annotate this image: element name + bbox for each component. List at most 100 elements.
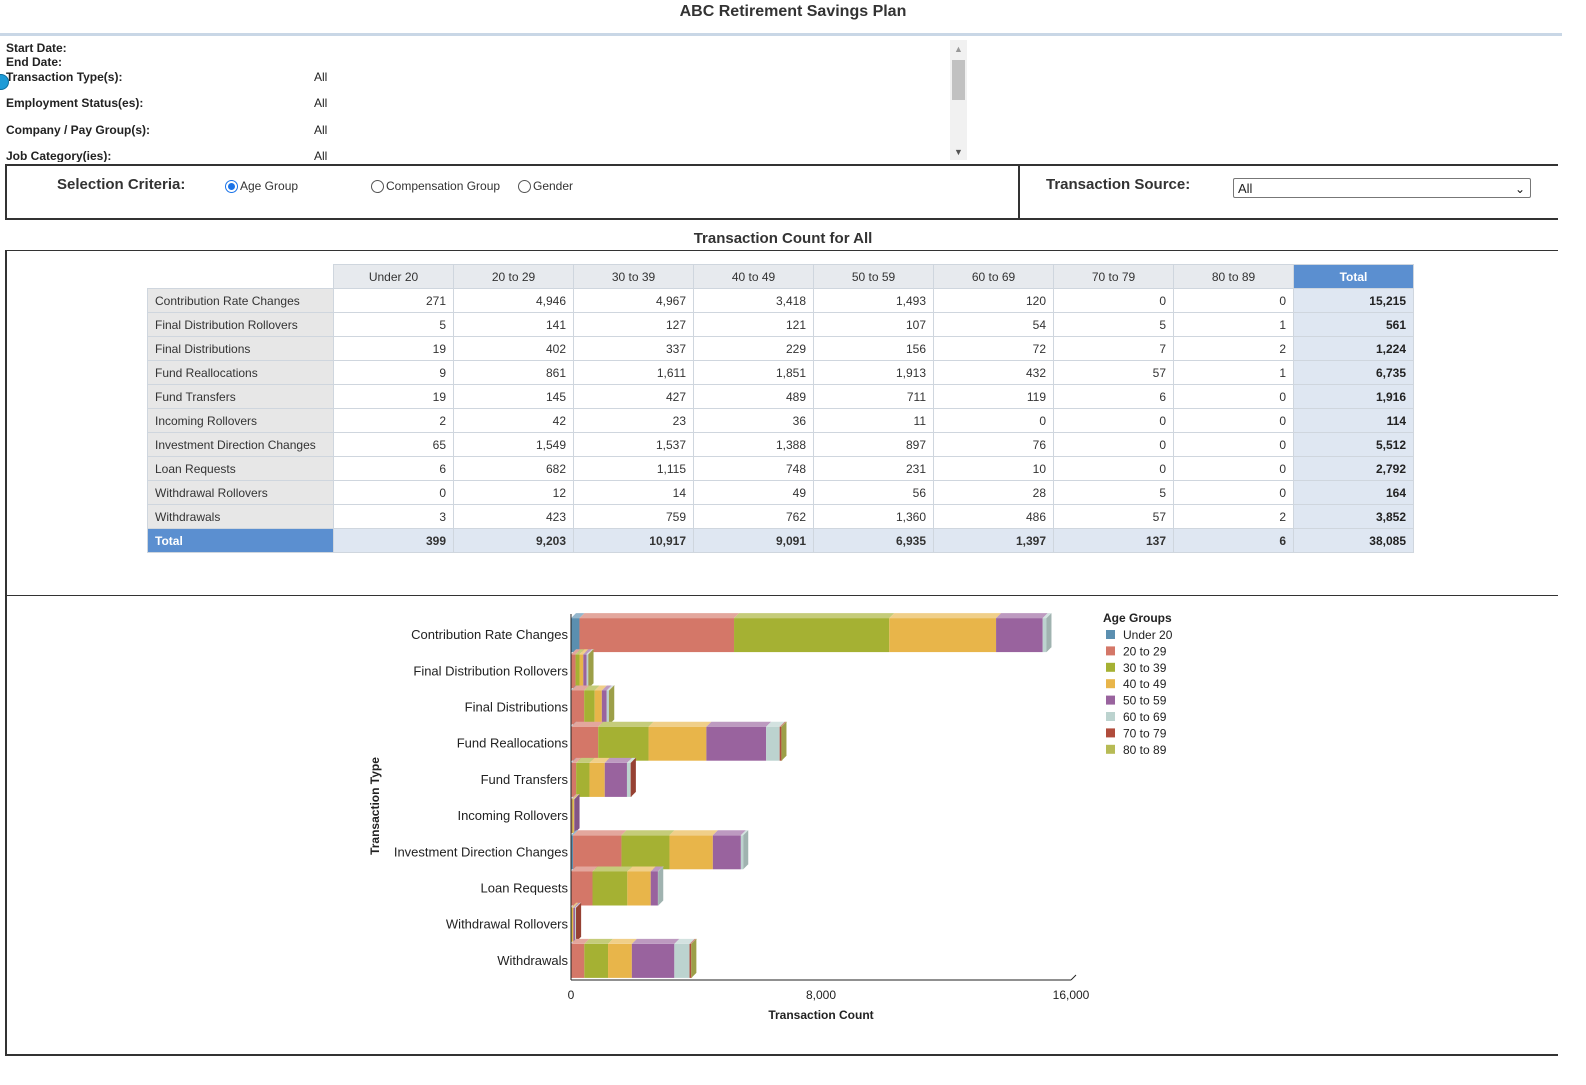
bar-segment-top [575, 902, 581, 908]
bar-segment-side [1046, 613, 1052, 653]
frame-divider [5, 595, 1558, 596]
bar-segment [689, 943, 692, 978]
total-row-cell: 137 [1053, 528, 1174, 553]
bar-segment [575, 654, 580, 689]
table-cell: 120 [933, 288, 1054, 313]
row-label: Withdrawal Rollovers [147, 480, 334, 505]
bar-segment [571, 907, 574, 942]
total-row-cell: 9,091 [693, 528, 814, 553]
bar-segment [996, 618, 1043, 653]
table-cell: 23 [573, 408, 694, 433]
bar-segment-top [996, 613, 1048, 619]
table-header-row: Under 20 20 to 29 30 to 39 40 to 49 50 t… [147, 264, 1414, 289]
radio-unchecked-icon[interactable] [371, 179, 384, 193]
table-row: Final Distribution Rollovers 5 141 127 121 10… [147, 312, 1414, 337]
total-row-cell: 399 [333, 528, 454, 553]
bar-segment-top [626, 757, 636, 763]
bar-segment [583, 654, 587, 689]
bar-segment [766, 726, 780, 761]
table-cell: 682 [453, 456, 574, 481]
parameters-scrollbar[interactable]: ▲ ▼ [950, 40, 967, 160]
transaction-source-panel: Transaction Source: All ⌄ [1018, 164, 1558, 220]
table-cell: 2 [1173, 336, 1294, 361]
total-row-cell: 1,397 [933, 528, 1054, 553]
table-cell: 3 [333, 504, 454, 529]
bar-segment [608, 943, 632, 978]
radio-compensation-group[interactable]: Compensation Group [371, 179, 500, 193]
bar-segment-top [648, 721, 712, 727]
param-company-paygroup-value: All [314, 123, 328, 137]
category-label: Withdrawal Rollovers [446, 917, 569, 932]
table-cell: 489 [693, 384, 814, 409]
bar-segment [674, 943, 690, 978]
bar-segment [573, 799, 575, 834]
selection-criteria-panel: Selection Criteria: Age Group Compensati… [5, 164, 1018, 220]
bar-segment [584, 690, 595, 725]
parameters-panel[interactable]: Start Date: End Date: Transaction Type(s… [0, 38, 972, 162]
row-total-cell: 1,224 [1293, 336, 1414, 361]
table-cell: 0 [933, 408, 1054, 433]
category-label: Incoming Rollovers [457, 808, 568, 823]
bar-segment [734, 618, 890, 653]
grand-total-cell: 38,085 [1293, 528, 1414, 553]
scroll-thumb[interactable] [952, 60, 965, 100]
bar-segment-top [712, 830, 746, 836]
table-cell: 1,537 [573, 432, 694, 457]
table-cell: 0 [1173, 480, 1294, 505]
param-end-date-label: End Date: [6, 55, 63, 69]
transaction-chart: Contribution Rate Changes Final Distribut… [368, 611, 1173, 1022]
chevron-down-icon[interactable]: ⌄ [1514, 182, 1525, 196]
bar-segment [573, 835, 622, 870]
bar-segment-side [658, 866, 664, 906]
table-cell: 72 [933, 336, 1054, 361]
table-cell: 57 [1053, 504, 1174, 529]
table-row: Incoming Rollovers 2 42 23 36 11 0 0 0 114 [147, 408, 1414, 433]
legend-swatch [1106, 630, 1115, 639]
scroll-up-arrow-icon[interactable]: ▲ [954, 44, 963, 54]
bar-segment-top [583, 649, 592, 655]
x-axis-depth-line [1070, 974, 1077, 981]
bar-segment-top [601, 685, 612, 691]
table-row: Withdrawals 3 423 759 762 1,360 486 57 2 3,852 [147, 504, 1414, 529]
bar-segment [573, 907, 576, 942]
table-corner [147, 264, 334, 289]
bar-segment-top [674, 938, 695, 944]
bar-segment-top [571, 938, 590, 944]
bar-segment [584, 943, 609, 978]
table-cell: 49 [693, 480, 814, 505]
y-axis-title: Transaction Type [368, 757, 382, 855]
radio-unchecked-icon[interactable] [518, 179, 531, 193]
table-cell: 14 [573, 480, 694, 505]
table-cell: 271 [333, 288, 454, 313]
bar-segment-top [586, 649, 594, 655]
bar-segment-top [571, 685, 590, 691]
bar-segment [579, 618, 735, 653]
radio-age-group[interactable]: Age Group [225, 179, 298, 193]
row-total-cell: 2,792 [1293, 456, 1414, 481]
bar-segment-top [579, 649, 589, 655]
scroll-down-arrow-icon[interactable]: ▼ [954, 147, 963, 157]
radio-gender[interactable]: Gender [518, 179, 573, 193]
table-cell: 337 [573, 336, 694, 361]
table-cell: 5 [1053, 480, 1174, 505]
param-start-date-label: Start Date: [6, 41, 67, 55]
table-cell: 10 [933, 456, 1054, 481]
radio-checked-icon[interactable] [225, 179, 238, 193]
table-cell: 2 [1173, 504, 1294, 529]
row-total-cell: 114 [1293, 408, 1414, 433]
column-header: 80 to 89 [1173, 264, 1294, 289]
bar-segment-top [627, 866, 656, 872]
legend-label: 30 to 39 [1123, 661, 1167, 675]
x-axis-title: Transaction Count [768, 1008, 873, 1022]
transaction-count-table: Under 20 20 to 29 30 to 39 40 to 49 50 t… [147, 264, 1414, 553]
row-total-cell: 15,215 [1293, 288, 1414, 313]
table-cell: 0 [1173, 384, 1294, 409]
x-tick-label: 8,000 [806, 988, 836, 1002]
param-job-category-label: Job Category(ies): [6, 149, 112, 162]
bar-segment [1042, 618, 1047, 653]
bar-segment [740, 835, 744, 870]
transaction-source-select[interactable]: All ⌄ [1233, 178, 1531, 198]
legend-label: 40 to 49 [1123, 677, 1167, 691]
bar-segment-top [669, 830, 718, 836]
legend-title: Age Groups [1103, 611, 1172, 625]
